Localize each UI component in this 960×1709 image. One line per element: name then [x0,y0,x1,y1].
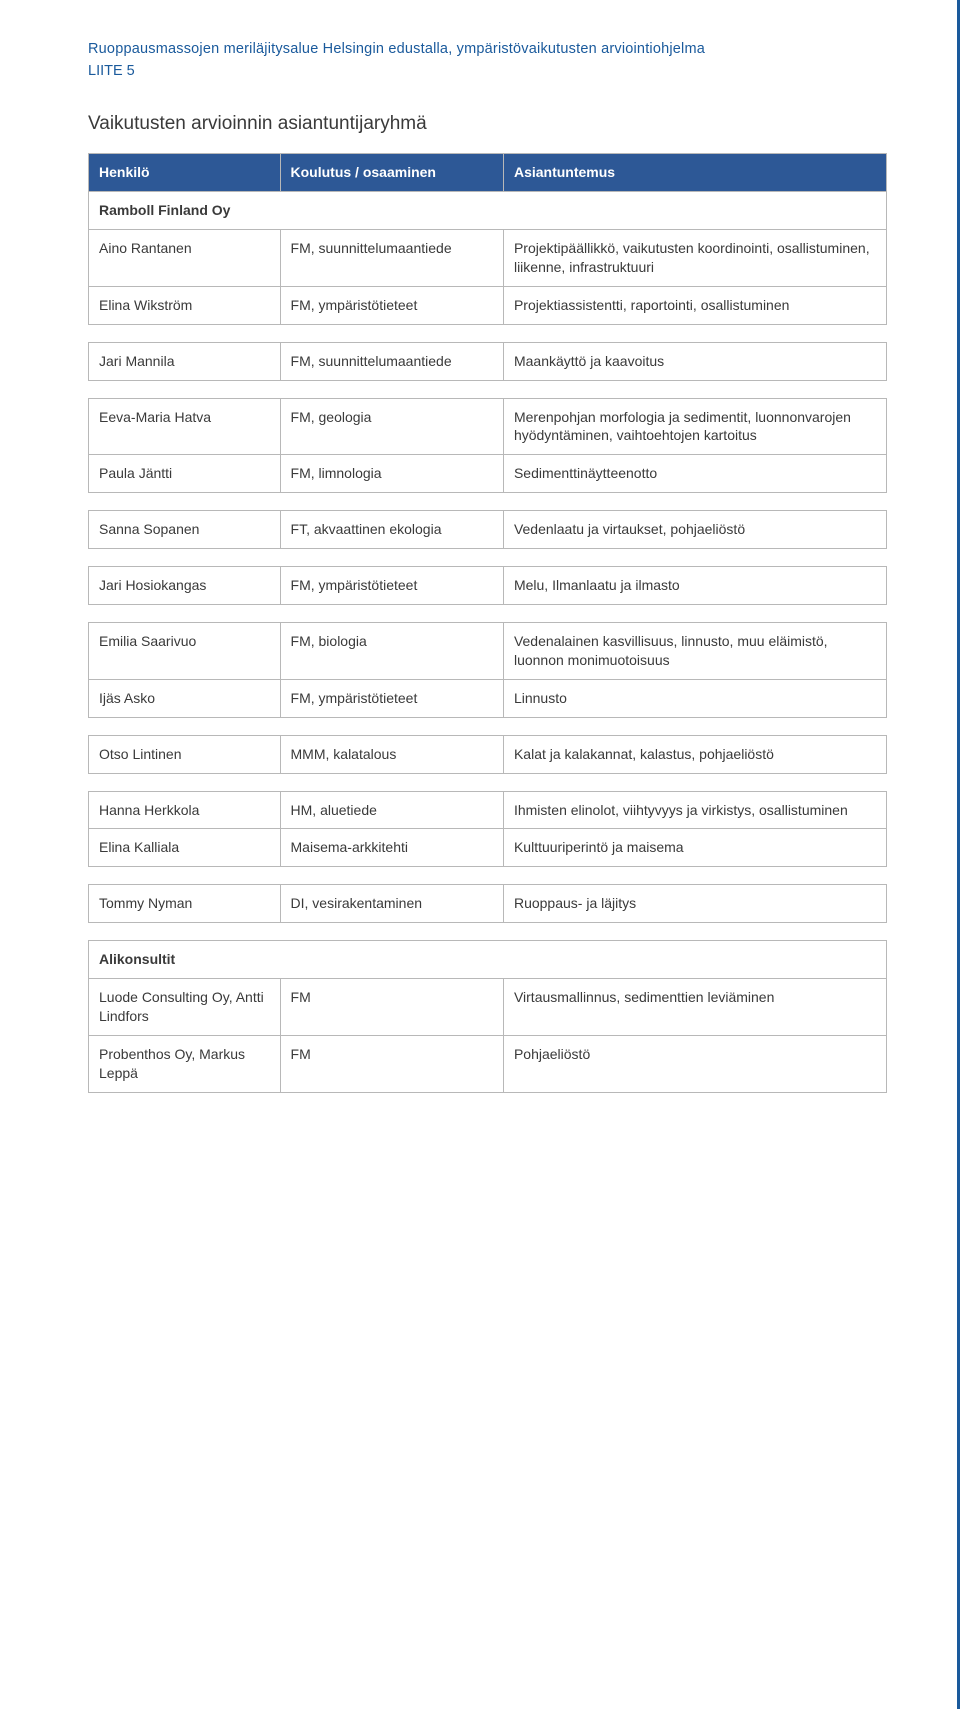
cell-person: Hanna Herkkola [89,791,281,829]
cell-person: Emilia Saarivuo [89,622,281,679]
cell-expertise: Pohjaeliöstö [503,1035,886,1092]
table-row: Elina WikströmFM, ympäristötieteetProjek… [89,286,887,324]
cell-expertise: Ihmisten elinolot, viihtyvyys ja virkist… [503,791,886,829]
table-section-label: Alikonsultit [89,941,887,979]
cell-education: FM, ympäristötieteet [280,567,503,605]
cell-education: FM [280,979,503,1036]
cell-person: Jari Mannila [89,342,281,380]
table-row: Jari MannilaFM, suunnittelumaantiedeMaan… [89,342,887,380]
col-header-education: Koulutus / osaaminen [280,154,503,192]
table-spacer [89,773,887,791]
cell-expertise: Projektiassistentti, raportointi, osalli… [503,286,886,324]
cell-person: Elina Wikström [89,286,281,324]
document-subtitle: LIITE 5 [88,63,887,79]
page: Ruoppausmassojen meriläjitysalue Helsing… [0,0,960,1709]
table-row: Otso LintinenMMM, kalatalousKalat ja kal… [89,735,887,773]
table-row: Aino RantanenFM, suunnittelumaantiedePro… [89,229,887,286]
cell-expertise: Sedimenttinäytteenotto [503,455,886,493]
section-heading: Vaikutusten arvioinnin asiantuntijaryhmä [88,113,887,135]
cell-education: MMM, kalatalous [280,735,503,773]
cell-expertise: Kulttuuriperintö ja maisema [503,829,886,867]
cell-education: FM, ympäristötieteet [280,286,503,324]
cell-person: Aino Rantanen [89,229,281,286]
cell-expertise: Merenpohjan morfologia ja sedimentit, lu… [503,398,886,455]
cell-education: FM, geologia [280,398,503,455]
cell-education: FM, suunnittelumaantiede [280,229,503,286]
table-spacer [89,867,887,885]
col-header-expertise: Asiantuntemus [503,154,886,192]
table-header-row: Henkilö Koulutus / osaaminen Asiantuntem… [89,154,887,192]
table-row: Ijäs AskoFM, ympäristötieteetLinnusto [89,679,887,717]
cell-expertise: Vedenlaatu ja virtaukset, pohjaeliöstö [503,511,886,549]
cell-person: Ijäs Asko [89,679,281,717]
table-row: Paula JänttiFM, limnologiaSedimenttinäyt… [89,455,887,493]
table-row: Jari HosiokangasFM, ympäristötieteetMelu… [89,567,887,605]
cell-expertise: Ruoppaus- ja läjitys [503,885,886,923]
cell-education: FT, akvaattinen ekologia [280,511,503,549]
table-spacer [89,717,887,735]
table-spacer [89,549,887,567]
table-row: Elina KallialaMaisema-arkkitehtiKulttuur… [89,829,887,867]
cell-education: DI, vesirakentaminen [280,885,503,923]
cell-person: Luode Consulting Oy, Antti Lindfors [89,979,281,1036]
cell-expertise: Projektipäällikkö, vaikutusten koordinoi… [503,229,886,286]
table-spacer [89,604,887,622]
col-header-person: Henkilö [89,154,281,192]
table-spacer [89,324,887,342]
cell-expertise: Vedenalainen kasvillisuus, linnusto, muu… [503,622,886,679]
cell-person: Probenthos Oy, Markus Leppä [89,1035,281,1092]
cell-education: FM, suunnittelumaantiede [280,342,503,380]
document-title: Ruoppausmassojen meriläjitysalue Helsing… [88,38,887,61]
cell-education: Maisema-arkkitehti [280,829,503,867]
experts-table: Henkilö Koulutus / osaaminen Asiantuntem… [88,153,887,1092]
table-row: Hanna HerkkolaHM, aluetiedeIhmisten elin… [89,791,887,829]
table-section-label: Ramboll Finland Oy [89,192,887,230]
cell-expertise: Kalat ja kalakannat, kalastus, pohjaeliö… [503,735,886,773]
table-section-row: Ramboll Finland Oy [89,192,887,230]
cell-expertise: Virtausmallinnus, sedimenttien leviämine… [503,979,886,1036]
cell-expertise: Maankäyttö ja kaavoitus [503,342,886,380]
cell-education: HM, aluetiede [280,791,503,829]
table-body: Ramboll Finland OyAino RantanenFM, suunn… [89,192,887,1093]
cell-person: Tommy Nyman [89,885,281,923]
cell-person: Eeva-Maria Hatva [89,398,281,455]
cell-person: Otso Lintinen [89,735,281,773]
table-spacer [89,493,887,511]
cell-expertise: Linnusto [503,679,886,717]
table-row: Sanna SopanenFT, akvaattinen ekologiaVed… [89,511,887,549]
cell-education: FM, biologia [280,622,503,679]
cell-person: Sanna Sopanen [89,511,281,549]
table-row: Tommy NymanDI, vesirakentaminenRuoppaus-… [89,885,887,923]
cell-education: FM [280,1035,503,1092]
table-row: Luode Consulting Oy, Antti LindforsFMVir… [89,979,887,1036]
table-spacer [89,380,887,398]
cell-person: Paula Jäntti [89,455,281,493]
table-row: Emilia SaarivuoFM, biologiaVedenalainen … [89,622,887,679]
table-row: Probenthos Oy, Markus LeppäFMPohjaeliöst… [89,1035,887,1092]
cell-education: FM, limnologia [280,455,503,493]
cell-person: Elina Kalliala [89,829,281,867]
table-row: Eeva-Maria HatvaFM, geologiaMerenpohjan … [89,398,887,455]
table-section-row: Alikonsultit [89,941,887,979]
cell-education: FM, ympäristötieteet [280,679,503,717]
table-spacer [89,923,887,941]
cell-person: Jari Hosiokangas [89,567,281,605]
cell-expertise: Melu, Ilmanlaatu ja ilmasto [503,567,886,605]
